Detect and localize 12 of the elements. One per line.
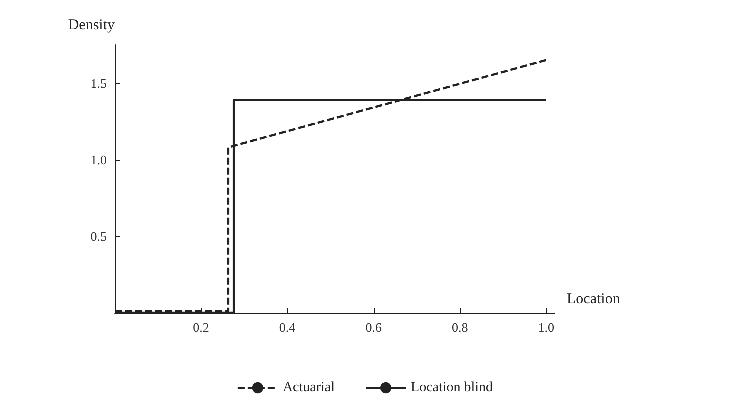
x-tick-label: 0.2 xyxy=(193,320,210,335)
y-tick-label: 1.5 xyxy=(90,76,107,91)
legend-label: Actuarial xyxy=(282,380,336,396)
legend-label: Location blind xyxy=(411,380,494,396)
y-axis-title: Density xyxy=(68,18,116,34)
x-axis-title: Location xyxy=(567,292,621,308)
y-tick-label: 1.0 xyxy=(90,152,107,168)
x-tick-label: 0.4 xyxy=(279,320,296,335)
y-tick-label: 0.5 xyxy=(90,228,107,244)
x-tick-label: 0.8 xyxy=(452,320,468,335)
x-tick-label: 1.0 xyxy=(538,320,554,335)
x-tick-label: 0.6 xyxy=(366,320,382,335)
